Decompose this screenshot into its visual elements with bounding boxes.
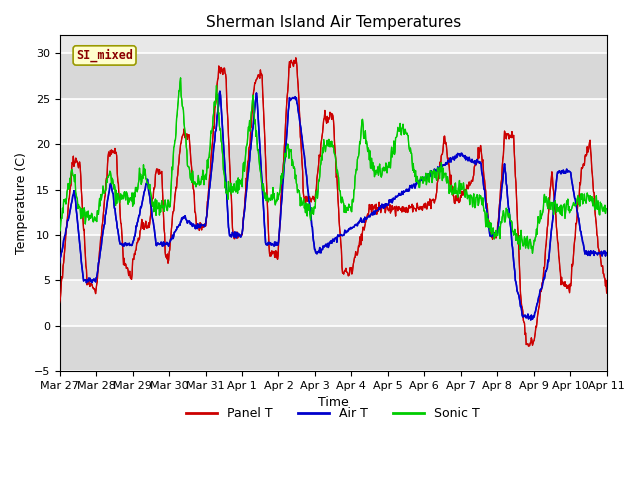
Sonic T — [177, 75, 184, 81]
Sonic T — [379, 166, 387, 171]
Air T — [157, 239, 165, 245]
Bar — [60, 144, 607, 190]
Panel T — [379, 204, 387, 210]
Air T — [216, 88, 224, 94]
Panel T — [56, 300, 63, 306]
Line: Panel T: Panel T — [60, 58, 607, 346]
Panel T — [292, 55, 300, 61]
Panel T — [283, 101, 291, 107]
Bar — [60, 99, 607, 144]
Text: SI_mixed: SI_mixed — [76, 49, 133, 62]
Sonic T — [577, 195, 584, 201]
Legend: Panel T, Air T, Sonic T: Panel T, Air T, Sonic T — [181, 402, 485, 425]
Panel T — [603, 290, 611, 296]
Sonic T — [284, 145, 291, 151]
Sonic T — [56, 217, 63, 223]
Bar — [60, 326, 607, 371]
Air T — [527, 317, 534, 323]
Panel T — [157, 170, 165, 176]
Panel T — [577, 182, 584, 188]
Air T — [585, 251, 593, 257]
Sonic T — [82, 214, 90, 220]
Panel T — [585, 144, 593, 150]
Sonic T — [157, 202, 165, 208]
Line: Air T: Air T — [60, 91, 607, 320]
Title: Sherman Island Air Temperatures: Sherman Island Air Temperatures — [205, 15, 461, 30]
Air T — [56, 260, 63, 265]
Air T — [82, 277, 90, 283]
Air T — [379, 204, 387, 210]
X-axis label: Time: Time — [318, 396, 349, 409]
Air T — [284, 126, 291, 132]
Bar — [60, 53, 607, 99]
Bar — [60, 235, 607, 280]
Panel T — [82, 263, 90, 269]
Sonic T — [585, 197, 593, 203]
Air T — [577, 228, 584, 234]
Y-axis label: Temperature (C): Temperature (C) — [15, 152, 28, 254]
Bar — [60, 190, 607, 235]
Line: Sonic T: Sonic T — [60, 78, 607, 253]
Air T — [603, 250, 611, 256]
Sonic T — [529, 251, 536, 256]
Sonic T — [603, 206, 611, 212]
Bar — [60, 280, 607, 326]
Panel T — [525, 343, 532, 349]
